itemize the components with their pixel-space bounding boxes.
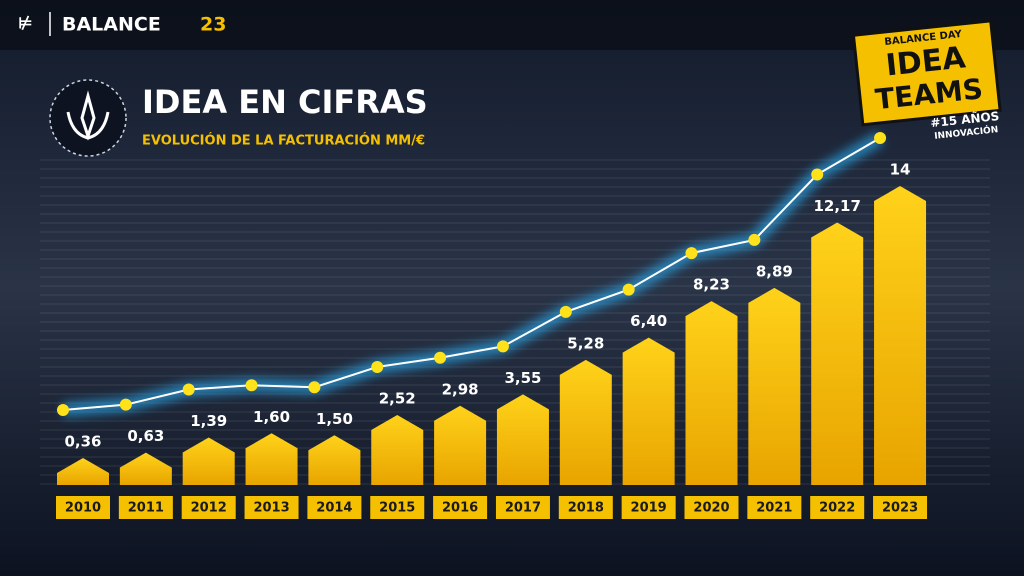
year-box <box>307 496 362 519</box>
bar <box>685 301 738 485</box>
year-box <box>433 496 488 519</box>
year-box <box>244 496 299 519</box>
plot: 0,36 2010 0,63 2011 1,39 2012 1,60 2013 1,50 2014… <box>56 131 928 519</box>
x-tick-label: 2013 <box>253 501 289 516</box>
trend-dot <box>245 379 258 392</box>
bar <box>559 359 612 485</box>
value-label: 1,60 <box>253 408 290 426</box>
trend-dot <box>182 383 195 396</box>
year-box <box>810 496 865 519</box>
x-tick-label: 2018 <box>568 501 604 516</box>
badge-line1: IDEA <box>884 40 968 83</box>
trend-dot <box>434 351 447 364</box>
bar <box>434 405 487 485</box>
chart-subtitle: EVOLUCIÓN DE LA FACTURACIÓN MM/€ <box>142 133 425 149</box>
trend-dot <box>496 340 509 353</box>
chart-title: IDEA EN CIFRAS <box>142 83 428 121</box>
value-label: 14 <box>890 161 911 179</box>
header-mark: ⊭ <box>18 14 33 33</box>
value-label: 2,98 <box>442 380 479 398</box>
emblem <box>49 79 127 157</box>
year-box <box>558 496 613 519</box>
value-label: 6,40 <box>630 312 667 330</box>
year-box <box>370 496 425 519</box>
x-tick-label: 2022 <box>819 501 855 516</box>
value-label: 12,17 <box>813 197 860 215</box>
value-label: 0,63 <box>127 427 164 445</box>
trend-dot <box>748 233 761 246</box>
bar <box>496 394 549 485</box>
x-tick-label: 2010 <box>65 501 101 516</box>
x-tick-label: 2016 <box>442 501 478 516</box>
badge-bg <box>851 19 1002 127</box>
trend-dot <box>622 283 635 296</box>
trend-line <box>62 137 881 412</box>
value-label: 8,23 <box>693 276 730 294</box>
badge: BALANCE DAY IDEA TEAMS #15 AÑOS INNOVACI… <box>851 19 1002 142</box>
bar <box>308 435 361 485</box>
emblem-icon <box>66 90 110 141</box>
year-box <box>118 496 173 519</box>
brand: BALANCE <box>62 14 161 36</box>
bar <box>874 186 927 486</box>
badge-years: #15 AÑOS <box>930 108 1000 130</box>
trend-dot <box>811 168 824 181</box>
bar <box>182 437 235 485</box>
value-label: 1,50 <box>316 410 353 428</box>
value-label: 1,39 <box>190 412 227 430</box>
year-box <box>747 496 802 519</box>
bar <box>371 414 424 485</box>
trend-dot <box>57 404 69 417</box>
value-label: 2,52 <box>379 389 416 407</box>
bar <box>811 222 864 485</box>
year-box <box>181 496 236 519</box>
bar <box>748 287 801 485</box>
x-tick-label: 2017 <box>505 501 541 516</box>
x-tick-label: 2014 <box>316 501 352 516</box>
trend-dot <box>119 398 132 411</box>
value-label: 3,55 <box>504 369 541 387</box>
bar <box>119 452 172 485</box>
x-tick-label: 2021 <box>756 501 792 516</box>
x-tick-label: 2020 <box>693 501 729 516</box>
year-box <box>873 496 928 519</box>
trend-dot <box>559 305 572 318</box>
x-tick-label: 2023 <box>882 501 918 516</box>
x-tick-label: 2012 <box>191 501 227 516</box>
bar <box>245 433 298 485</box>
year-box <box>621 496 676 519</box>
trend-dot <box>685 247 698 260</box>
x-tick-label: 2011 <box>128 501 164 516</box>
year-box <box>495 496 550 519</box>
bar <box>622 337 675 485</box>
value-label: 0,36 <box>64 433 101 451</box>
year-box <box>684 496 739 519</box>
trend-dot <box>874 132 887 145</box>
trend-dot <box>308 381 321 394</box>
x-tick-label: 2015 <box>379 501 415 516</box>
bar <box>57 458 109 485</box>
x-tick-label: 2019 <box>631 501 667 516</box>
trend-dot <box>371 360 384 373</box>
value-label: 8,89 <box>756 262 793 280</box>
year-box <box>56 496 110 519</box>
edition: 23 <box>200 14 226 36</box>
value-label: 5,28 <box>567 334 604 352</box>
